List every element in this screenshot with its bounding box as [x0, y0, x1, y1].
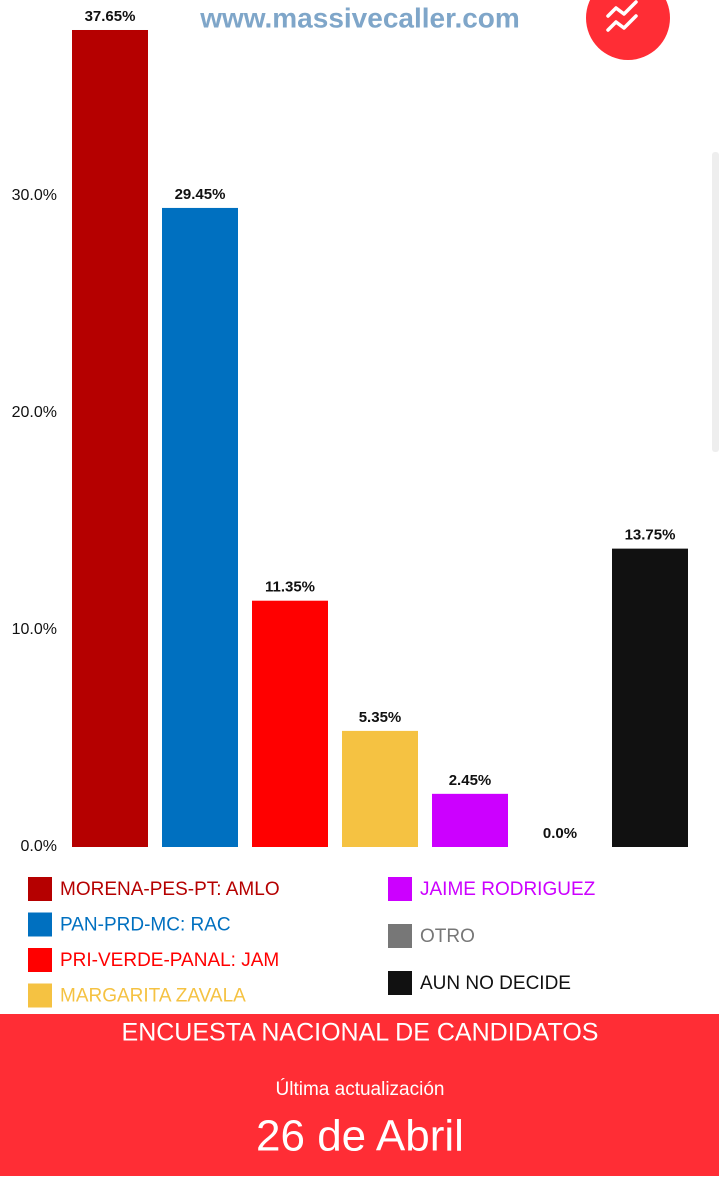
legend-label: MORENA-PES-PT: AMLO [60, 879, 280, 900]
value-label: 11.35% [265, 579, 315, 596]
legend-swatch [28, 877, 52, 901]
value-label: 29.45% [175, 186, 226, 203]
legend-swatch [388, 971, 412, 995]
footer-title: ENCUESTA NACIONAL DE CANDIDATOS [122, 1019, 599, 1047]
site-url: www.massivecaller.com [199, 2, 520, 33]
legend-label: AUN NO DECIDE [420, 973, 571, 994]
legend-label: JAIME RODRIGUEZ [420, 879, 596, 900]
value-label: 0.0% [543, 825, 577, 842]
bar [72, 29, 148, 848]
bar [612, 548, 688, 847]
legend-label: PAN-PRD-MC: RAC [60, 915, 231, 936]
y-tick-label: 0.0% [21, 838, 57, 855]
legend-swatch [28, 912, 52, 937]
scrollbar [712, 152, 719, 452]
value-label: 37.65% [85, 8, 136, 25]
chart-button[interactable] [586, 0, 670, 60]
legend-swatch [388, 924, 412, 948]
y-tick-label: 10.0% [12, 621, 57, 638]
bar [432, 793, 508, 847]
value-label: 2.45% [449, 772, 492, 789]
icon-glyph[interactable] [606, 0, 638, 32]
bar [342, 730, 418, 847]
legend-label: PRI-VERDE-PANAL: JAM [60, 950, 279, 971]
legend-swatch [388, 877, 412, 901]
value-label: 5.35% [359, 709, 402, 726]
legend-label: MARGARITA ZAVALA [60, 986, 246, 1007]
y-tick-label: 30.0% [12, 187, 57, 204]
footer-subtitle: Última actualización [276, 1078, 445, 1100]
bar [162, 207, 238, 847]
value-label: 13.75% [625, 527, 676, 544]
footer-date: 26 de Abril [256, 1112, 464, 1161]
bar [252, 600, 328, 847]
legend-label: OTRO [420, 926, 475, 947]
footer-band [0, 1014, 719, 1176]
legend-swatch [28, 983, 52, 1008]
y-tick-label: 20.0% [12, 404, 57, 421]
legend-swatch [28, 948, 52, 972]
